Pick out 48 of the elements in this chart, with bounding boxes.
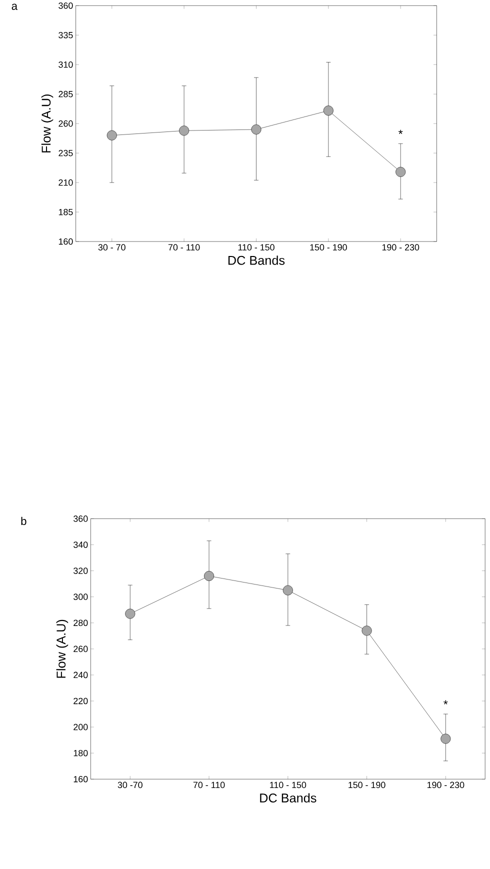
x-tick-label: 70 - 110 bbox=[194, 782, 225, 788]
y-tick-label: 300 bbox=[74, 594, 88, 600]
y-tick-label: 235 bbox=[58, 150, 73, 156]
y-tick-label: 260 bbox=[58, 120, 73, 127]
x-tick-label: 190 - 230 bbox=[382, 244, 420, 250]
y-tick-label: 280 bbox=[74, 620, 88, 626]
point bbox=[362, 626, 372, 636]
y-tick-label: 210 bbox=[58, 179, 73, 186]
y-tick-label: 360 bbox=[58, 2, 73, 9]
x-tick-label: 30 - 70 bbox=[98, 244, 126, 250]
y-tick-label: 180 bbox=[74, 750, 88, 756]
point bbox=[283, 585, 294, 596]
x-tick-label: 110 - 150 bbox=[270, 782, 306, 788]
y-tick-label: 310 bbox=[58, 61, 73, 68]
y-tick-label: 340 bbox=[74, 542, 88, 548]
point bbox=[324, 106, 334, 116]
y-tick-label: 335 bbox=[58, 32, 73, 38]
y-tick-label: 160 bbox=[59, 238, 73, 245]
chart-title: b bbox=[21, 516, 26, 526]
x-tick-label: 70 - 110 bbox=[168, 244, 200, 250]
x-tick-label: 30 -70 bbox=[118, 782, 143, 788]
point bbox=[107, 130, 118, 140]
point bbox=[251, 124, 262, 134]
x-tick-label: 110 - 150 bbox=[238, 244, 275, 250]
y-tick-label: 285 bbox=[58, 90, 73, 98]
point bbox=[179, 126, 190, 136]
y-tick-label: 360 bbox=[74, 516, 88, 522]
x-axis-title: DC Bands bbox=[260, 793, 316, 802]
point bbox=[440, 734, 451, 744]
x-axis-title: DC Bands bbox=[228, 256, 285, 265]
y-tick-label: 220 bbox=[74, 698, 88, 704]
point bbox=[396, 166, 406, 177]
x-tick-label: 190 - 230 bbox=[428, 782, 464, 788]
x-tick-label: 150 - 190 bbox=[348, 782, 386, 788]
annotation: * bbox=[444, 700, 448, 704]
y-axis-title: Flow (A.U) bbox=[42, 94, 54, 152]
y-tick-label: 185 bbox=[59, 208, 73, 216]
chart-title: a bbox=[12, 4, 18, 10]
x-tick-label: 150 - 190 bbox=[310, 244, 348, 250]
y-tick-label: 160 bbox=[74, 776, 88, 782]
y-tick-label: 260 bbox=[74, 646, 88, 652]
annotation: * bbox=[398, 130, 403, 134]
y-tick-label: 320 bbox=[74, 568, 88, 574]
y-axis-title: Flow (A.U) bbox=[56, 620, 68, 678]
point bbox=[125, 608, 136, 619]
y-tick-label: 240 bbox=[74, 672, 88, 678]
point bbox=[204, 571, 214, 581]
y-tick-label: 200 bbox=[74, 724, 88, 730]
